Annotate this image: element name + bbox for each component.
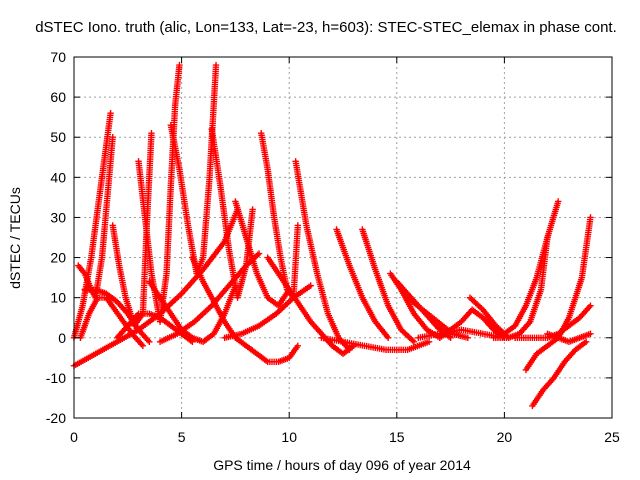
chart-title: dSTEC Iono. truth (alic, Lon=133, Lat=-2… <box>35 19 617 36</box>
data-point <box>587 302 594 309</box>
data-point <box>294 222 302 229</box>
data-point <box>212 61 220 69</box>
plot-frame <box>73 56 613 419</box>
series-layer <box>70 61 594 410</box>
y-tick-label: -10 <box>46 370 66 386</box>
y-tick-label: 50 <box>50 129 66 145</box>
y-axis-label: dSTEC / TECUs <box>7 187 23 289</box>
data-point <box>176 61 183 69</box>
y-tick-label: 20 <box>50 250 66 266</box>
y-tick-label: 10 <box>50 290 66 306</box>
series-arc13 <box>189 254 302 366</box>
data-point <box>255 250 263 257</box>
data-point <box>109 134 116 141</box>
data-point <box>555 198 562 205</box>
y-tick-label: -20 <box>46 410 66 426</box>
series-arc21 <box>318 334 433 354</box>
x-tick-label: 25 <box>604 429 620 445</box>
data-point <box>384 334 392 341</box>
series-arc29 <box>501 198 562 337</box>
data-point <box>146 338 153 345</box>
data-point <box>410 338 418 345</box>
data-point <box>249 206 256 213</box>
series-arc33 <box>511 302 594 341</box>
series-arc20 <box>359 226 418 345</box>
data-point <box>307 282 314 289</box>
y-tick-label: 0 <box>58 330 66 346</box>
series-arc18 <box>264 254 357 358</box>
data-point <box>107 109 114 117</box>
x-tick-label: 5 <box>178 429 186 445</box>
data-point <box>587 214 594 221</box>
x-tick-label: 10 <box>281 429 297 445</box>
series-arc31 <box>529 338 590 410</box>
series-arc26 <box>466 294 512 341</box>
y-tick-label: 70 <box>50 49 66 65</box>
x-tick-label: 15 <box>389 429 405 445</box>
axis-ticks: 0 5 10 15 20 25 -20 -10 0 10 20 30 40 50 60 70 <box>46 49 620 445</box>
data-point <box>425 338 433 345</box>
series-arc14 <box>232 198 293 309</box>
data-point <box>587 330 594 337</box>
data-point <box>139 342 147 349</box>
data-point <box>582 338 590 345</box>
y-tick-label: 30 <box>50 209 66 225</box>
series-arc19 <box>333 226 392 341</box>
data-point <box>464 334 472 341</box>
series-arc3 <box>75 134 116 301</box>
data-point <box>148 130 155 137</box>
y-tick-label: 40 <box>50 169 66 185</box>
series-arc10 <box>167 61 220 277</box>
data-point <box>294 342 302 349</box>
series-arc30 <box>522 214 594 374</box>
series-arc12 <box>208 126 256 301</box>
x-axis-label: GPS time / hours of day 096 of year 2014 <box>213 457 471 473</box>
y-tick-label: 60 <box>50 89 66 105</box>
series-arc32 <box>544 330 594 345</box>
series-arc1 <box>70 109 114 341</box>
x-tick-label: 0 <box>70 429 78 445</box>
x-tick-label: 20 <box>497 429 513 445</box>
data-point <box>447 334 454 341</box>
